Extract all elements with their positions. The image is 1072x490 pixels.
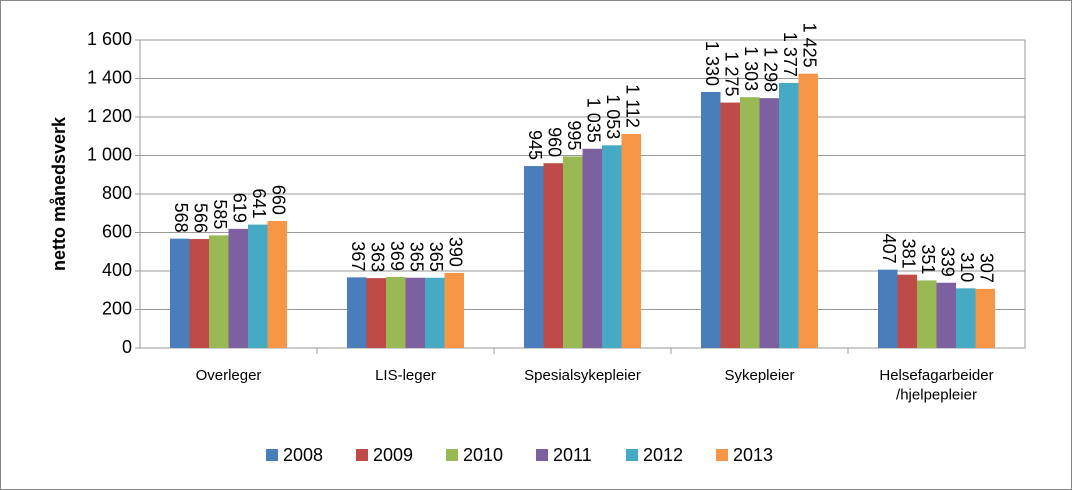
legend-label: 2012: [643, 445, 683, 465]
bar: [956, 288, 976, 348]
data-label: 1 035: [584, 98, 604, 143]
bar: [897, 274, 917, 348]
data-label: 351: [918, 244, 938, 274]
data-label: 660: [269, 185, 289, 215]
data-label: 369: [387, 241, 407, 271]
bar: [975, 288, 995, 348]
bar: [878, 269, 898, 348]
bar: [347, 277, 367, 348]
data-label: 1 303: [741, 46, 761, 91]
bar: [405, 277, 425, 348]
legend-swatch: [266, 449, 278, 461]
y-tick-label: 200: [102, 298, 132, 318]
bar: [582, 148, 602, 348]
data-label: 619: [230, 193, 250, 223]
y-tick-label: 1 200: [87, 106, 132, 126]
data-label: 641: [249, 189, 269, 219]
data-label: 339: [938, 247, 958, 277]
data-label: 365: [407, 242, 427, 272]
data-label: 307: [977, 253, 997, 283]
bar: [228, 228, 248, 348]
data-label: 1 330: [702, 41, 722, 86]
data-label: 960: [545, 127, 565, 157]
data-label: 365: [426, 242, 446, 272]
data-label: 945: [525, 130, 545, 160]
data-label: 367: [348, 241, 368, 271]
legend-swatch: [446, 449, 458, 461]
legend-label: 2008: [283, 445, 323, 465]
y-tick-label: 400: [102, 260, 132, 280]
x-tick-label: Helsefagarbeider/hjelpepleier: [879, 367, 993, 404]
y-axis-label: netto månedsverk: [49, 116, 69, 271]
bar: [779, 82, 799, 349]
bar: [936, 282, 956, 348]
bar: [701, 91, 721, 348]
legend-swatch: [536, 449, 548, 461]
bar: [798, 73, 818, 348]
legend-swatch: [356, 449, 368, 461]
bar: [170, 238, 190, 348]
y-tick-label: 800: [102, 183, 132, 203]
data-label: 1 275: [722, 52, 742, 97]
y-tick-label: 1 600: [87, 29, 132, 49]
data-label: 568: [171, 203, 191, 233]
bar: [248, 224, 268, 348]
x-tick-label: Overleger: [196, 367, 262, 384]
data-label: 585: [210, 199, 230, 229]
data-label: 995: [564, 120, 584, 150]
bar: [621, 133, 641, 348]
data-label: 1 112: [623, 84, 643, 128]
x-tick-label: Spesialsykepleier: [524, 367, 641, 384]
bar: [759, 98, 779, 348]
data-label: 1 425: [800, 23, 820, 68]
y-tick-label: 1 000: [87, 144, 132, 164]
legend-label: 2013: [733, 445, 773, 465]
legend-swatch: [626, 449, 638, 461]
data-label: 407: [879, 234, 899, 264]
bar: [425, 277, 445, 348]
y-tick-label: 1 400: [87, 67, 132, 87]
data-label: 363: [368, 242, 388, 272]
data-label: 1 377: [780, 32, 800, 77]
data-label: 381: [899, 239, 919, 269]
bar: [563, 156, 583, 348]
bar: [543, 163, 563, 348]
bar: [444, 272, 464, 348]
legend-swatch: [716, 449, 728, 461]
data-label: 566: [191, 203, 211, 233]
bar: [602, 145, 622, 348]
x-tick-label: Sykepleier: [724, 367, 794, 384]
legend-label: 2011: [553, 445, 592, 465]
bar: [267, 220, 287, 348]
bar: [209, 235, 229, 348]
bar: [366, 278, 386, 348]
data-label: 390: [446, 237, 466, 267]
x-tick-label: LIS-leger: [375, 367, 436, 384]
bar: [720, 102, 740, 348]
bar: [524, 166, 544, 348]
data-label: 1 298: [761, 47, 781, 92]
y-tick-label: 600: [102, 221, 132, 241]
y-tick-label: 0: [122, 337, 132, 357]
bar: [740, 97, 760, 348]
bar: [386, 276, 406, 348]
legend-label: 2009: [373, 445, 413, 465]
bar: [917, 280, 937, 348]
bar: [189, 239, 209, 348]
data-label: 310: [957, 252, 977, 282]
data-label: 1 053: [603, 94, 623, 139]
legend-label: 2010: [463, 445, 503, 465]
